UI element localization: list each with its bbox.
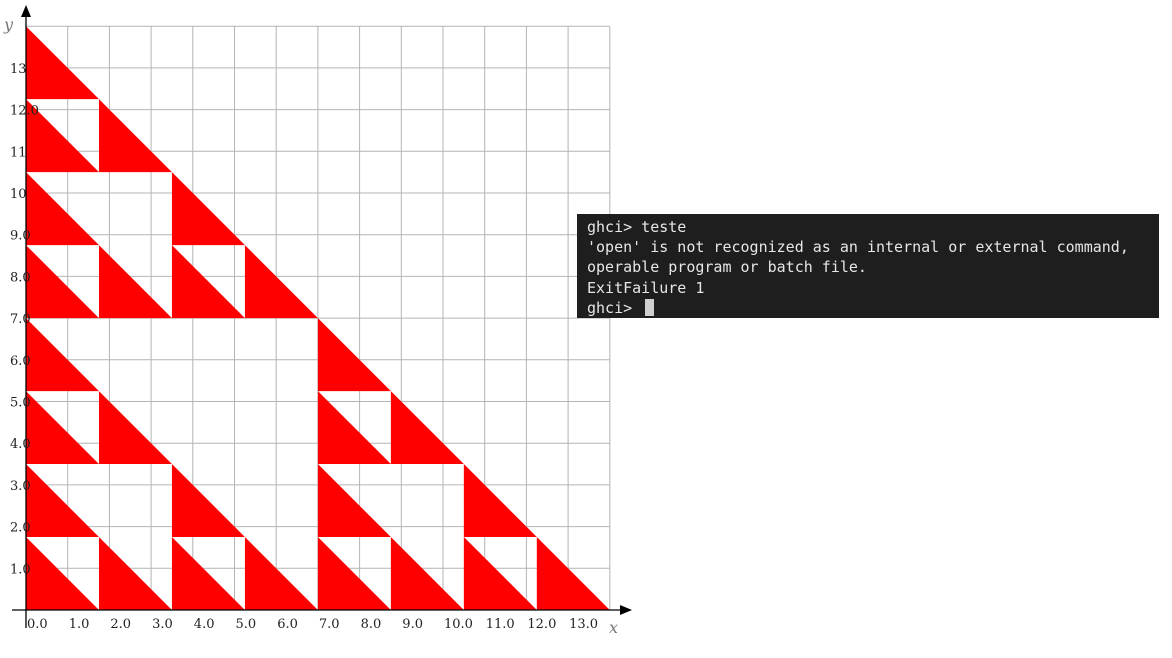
red-triangle	[244, 245, 318, 319]
y-axis-arrow	[21, 5, 31, 17]
terminal-prompt: ghci>	[587, 298, 642, 317]
red-triangle	[26, 391, 99, 465]
y-tick-label: 11	[10, 145, 27, 160]
red-triangle	[26, 99, 99, 173]
red-triangle	[463, 537, 537, 610]
y-tick-labels: 1.0 2.0 3.0 4.0 5.0 6.0 7.0 8.0 9.0 10 11 12.0 13	[10, 62, 39, 577]
x-axis-arrow	[620, 605, 632, 615]
x-tick-label: 2.0	[110, 617, 131, 632]
text-cursor	[645, 298, 655, 316]
x-tick-label: 4.0	[194, 617, 215, 632]
y-tick-label: 7.0	[10, 312, 31, 327]
red-triangle	[98, 537, 172, 610]
x-tick-label: 0.0	[27, 617, 48, 632]
x-tick-label: 9.0	[402, 617, 423, 632]
y-tick-label: 10	[10, 187, 27, 202]
red-triangle	[244, 537, 318, 610]
x-tick-label: 3.0	[152, 617, 173, 632]
y-tick-label: 1.0	[10, 562, 31, 577]
red-triangle	[171, 537, 245, 610]
red-triangles	[26, 26, 610, 610]
x-tick-label: 7.0	[319, 617, 340, 632]
red-triangle	[536, 537, 610, 610]
terminal-line-4: ExitFailure 1	[587, 278, 705, 297]
y-tick-label: 9.0	[10, 229, 31, 244]
ghci-terminal[interactable]: ghci> teste 'open' is not recognized as …	[577, 214, 1159, 318]
terminal-line-3: operable program or batch file.	[587, 258, 867, 277]
red-triangle	[98, 245, 172, 319]
y-tick-label: 2.0	[10, 521, 31, 536]
red-triangle	[317, 391, 391, 465]
red-triangle	[171, 172, 245, 246]
x-tick-labels: 0.0 1.0 2.0 3.0 4.0 5.0 6.0 7.0 8.0 9.0 10.0 11.0 12…	[27, 617, 598, 632]
red-triangle	[390, 537, 464, 610]
x-tick-label: 1.0	[69, 617, 90, 632]
red-triangle	[26, 464, 99, 538]
terminal-prompt-line[interactable]: ghci>	[587, 298, 1149, 318]
x-tick-label: 11.0	[486, 617, 515, 632]
x-tick-label: 13.0	[569, 617, 598, 632]
y-tick-label: 5.0	[10, 396, 31, 411]
y-tick-label: 3.0	[10, 479, 31, 494]
red-triangle	[463, 464, 537, 538]
sierpinski-plot: 0.0 1.0 2.0 3.0 4.0 5.0 6.0 7.0 8.0 9.0 10.0 11.0 12…	[3, 5, 632, 637]
x-axis-label: x	[609, 618, 618, 637]
red-triangle	[171, 464, 245, 538]
red-triangle	[317, 537, 391, 610]
plot-axes	[12, 5, 632, 628]
red-triangle	[98, 99, 172, 173]
y-tick-label: 6.0	[10, 354, 31, 369]
red-triangle	[26, 172, 99, 246]
red-triangle	[26, 537, 99, 610]
y-axis-label: y	[3, 15, 14, 34]
red-triangle	[390, 391, 464, 465]
x-tick-label: 10.0	[444, 617, 473, 632]
x-tick-label: 8.0	[361, 617, 382, 632]
terminal-line-2: 'open' is not recognized as an internal …	[587, 238, 1129, 257]
red-triangle	[171, 245, 245, 319]
y-tick-label: 12.0	[10, 104, 39, 119]
terminal-line-1: ghci> teste	[587, 218, 687, 236]
red-triangle	[26, 318, 99, 392]
red-triangle	[26, 245, 99, 319]
y-tick-label: 8.0	[10, 270, 31, 285]
red-triangle	[26, 26, 99, 100]
x-tick-label: 5.0	[236, 617, 257, 632]
red-triangle	[317, 318, 391, 392]
red-triangle	[317, 464, 391, 538]
y-tick-label: 13	[10, 62, 27, 77]
x-tick-label: 12.0	[527, 617, 556, 632]
red-triangle	[98, 391, 172, 465]
y-tick-label: 4.0	[10, 437, 31, 452]
x-tick-label: 6.0	[277, 617, 298, 632]
